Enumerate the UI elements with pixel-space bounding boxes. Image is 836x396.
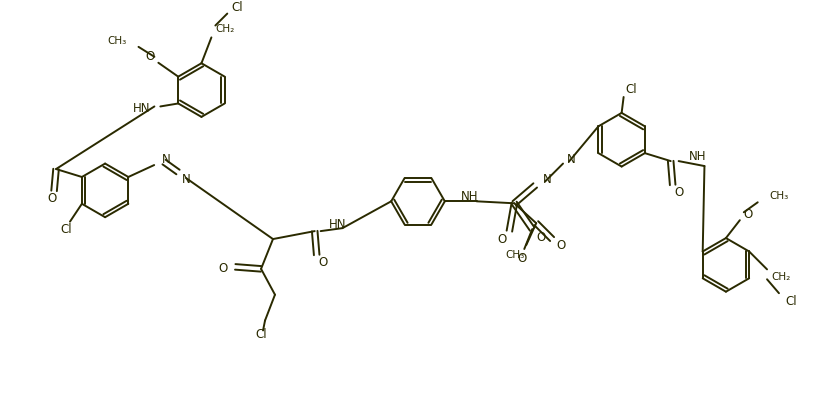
Text: NH: NH bbox=[460, 190, 477, 203]
Text: O: O bbox=[517, 252, 527, 265]
Text: CH₃: CH₃ bbox=[504, 250, 523, 260]
Text: N: N bbox=[566, 153, 575, 166]
Text: N: N bbox=[181, 173, 191, 187]
Text: O: O bbox=[536, 230, 545, 244]
Text: Cl: Cl bbox=[231, 1, 242, 14]
Text: NH: NH bbox=[688, 150, 706, 163]
Text: CH₂: CH₂ bbox=[770, 272, 789, 282]
Text: Cl: Cl bbox=[624, 83, 636, 95]
Text: Cl: Cl bbox=[60, 223, 72, 236]
Text: O: O bbox=[743, 208, 752, 221]
Text: N: N bbox=[543, 173, 551, 186]
Text: CH₂: CH₂ bbox=[215, 25, 234, 34]
Text: HN: HN bbox=[133, 102, 150, 115]
Text: CH₃: CH₃ bbox=[107, 36, 126, 46]
Text: O: O bbox=[497, 232, 506, 246]
Text: O: O bbox=[145, 50, 154, 63]
Text: HN: HN bbox=[329, 218, 346, 230]
Text: O: O bbox=[319, 256, 328, 269]
Text: O: O bbox=[674, 187, 683, 199]
Text: CH₃: CH₃ bbox=[769, 191, 788, 201]
Text: O: O bbox=[48, 192, 57, 206]
Text: N: N bbox=[162, 152, 171, 166]
Text: O: O bbox=[555, 238, 564, 251]
Text: Cl: Cl bbox=[784, 295, 796, 308]
Text: O: O bbox=[217, 263, 227, 275]
Text: Cl: Cl bbox=[255, 328, 267, 341]
